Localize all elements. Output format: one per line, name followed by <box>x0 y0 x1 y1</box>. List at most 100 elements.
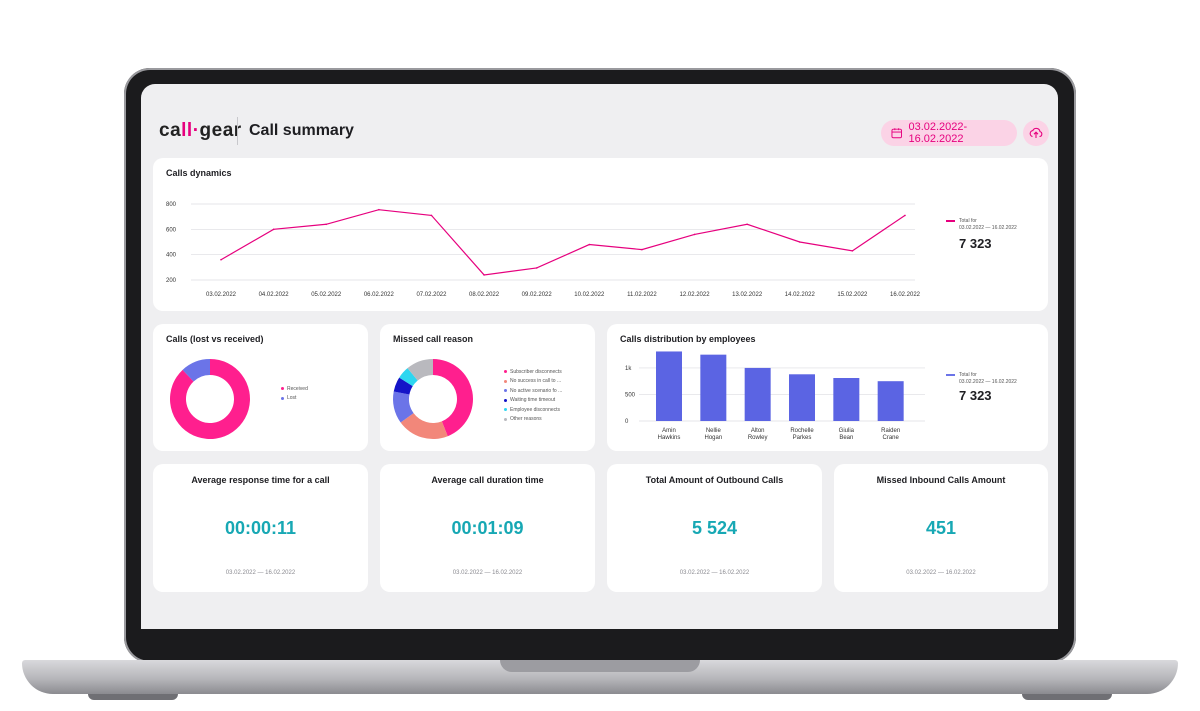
x-tick-label: 10.02.2022 <box>574 292 605 298</box>
x-tick-label: Rowley <box>748 435 768 441</box>
legend-item[interactable]: Waiting time timeout <box>504 396 562 406</box>
x-tick-label: 14.02.2022 <box>785 292 816 298</box>
legend-dot <box>504 379 507 383</box>
donut-slice[interactable] <box>393 377 413 395</box>
data-point <box>483 274 485 276</box>
donut-slice[interactable] <box>182 359 210 382</box>
header-divider <box>237 117 238 145</box>
bar[interactable] <box>700 354 727 421</box>
legend-item[interactable]: Received <box>281 384 308 394</box>
y-tick-label: 800 <box>166 202 177 208</box>
legend-item[interactable]: Lost <box>281 394 308 404</box>
kpi-title: Average call duration time <box>431 475 544 485</box>
y-tick-label: 200 <box>166 278 177 284</box>
cloud-upload-icon <box>1029 127 1043 138</box>
y-tick-label: 0 <box>625 419 629 425</box>
kpi-date: 03.02.2022 — 16.02.2022 <box>452 570 523 576</box>
legend-label: Total for <box>959 218 977 224</box>
data-point <box>378 208 380 211</box>
legend-label: Lost <box>287 395 297 402</box>
missed-call-reason-card: Missed call reason Subscriber disconnect… <box>380 324 595 451</box>
data-point <box>798 241 801 243</box>
calls-lost-received-card: Calls (lost vs received) Received Lost <box>153 324 368 451</box>
legend-item[interactable]: No success in call to ... <box>504 377 562 387</box>
upload-button[interactable] <box>1023 120 1049 146</box>
x-tick-label: Hawkins <box>658 435 681 441</box>
y-tick-label: 400 <box>166 253 177 259</box>
legend-item[interactable]: No active scenario fo ... <box>504 386 562 396</box>
data-point <box>220 258 222 261</box>
data-point <box>272 228 275 231</box>
card-title: Calls (lost vs received) <box>166 334 264 344</box>
kpi-card: Missed Inbound Calls Amount 451 03.02.20… <box>834 464 1048 592</box>
x-tick-label: 12.02.2022 <box>680 292 711 298</box>
kpi-date: 03.02.2022 — 16.02.2022 <box>225 570 296 576</box>
legend-dot <box>281 396 284 400</box>
kpi-card: Average response time for a call 00:00:1… <box>153 464 368 592</box>
donut-slice[interactable] <box>393 391 414 423</box>
x-tick-label: 07.02.2022 <box>416 292 447 298</box>
kpi-value: 5 524 <box>691 518 738 538</box>
callgear-logo[interactable]: call·gear <box>159 120 242 142</box>
data-point <box>693 233 696 236</box>
x-tick-label: Parkes <box>793 435 812 441</box>
x-tick-label: Bean <box>839 435 853 441</box>
donut-slice[interactable] <box>399 368 418 387</box>
missed-reason-donut <box>393 359 473 439</box>
calls-dynamics-chart: 800 600 400 200 03.02.2022 04.02.2022 05.02.20… <box>166 202 921 298</box>
bar[interactable] <box>744 367 771 421</box>
legend-range: 03.02.2022 — 16.02.2022 <box>959 379 1017 385</box>
x-tick-label: 06.02.2022 <box>364 292 395 298</box>
bar[interactable] <box>833 378 860 421</box>
kpi-card: Average call duration time 00:01:09 03.0… <box>380 464 595 592</box>
legend-dot <box>504 370 507 374</box>
donut-slice[interactable] <box>400 413 448 439</box>
bar[interactable] <box>656 351 682 421</box>
legend-label: Waiting time timeout <box>510 397 556 404</box>
legend-swatch <box>946 219 955 222</box>
donut-legend: Received Lost <box>281 384 308 403</box>
legend-item[interactable]: Subscriber disconnects <box>504 367 562 377</box>
x-tick-label: Crane <box>882 435 899 441</box>
donut-slice[interactable] <box>407 359 433 381</box>
legend-item[interactable]: Other reasons <box>504 415 562 425</box>
legend-dot <box>504 398 507 402</box>
kpi-title: Total Amount of Outbound Calls <box>645 475 784 485</box>
legend-dot <box>504 408 507 412</box>
legend-label: No active scenario fo ... <box>510 387 563 394</box>
x-tick-label: 11.02.2022 <box>627 292 657 298</box>
kpi-date: 03.02.2022 — 16.02.2022 <box>906 570 976 576</box>
legend-item[interactable]: Employee disconnects <box>504 405 562 415</box>
data-point <box>430 214 433 217</box>
data-point <box>641 248 643 251</box>
data-point <box>746 223 748 226</box>
legend-range: 03.02.2022 — 16.02.2022 <box>959 225 1017 231</box>
x-tick-label: 03.02.2022 <box>206 292 237 298</box>
logo-mark: ll· <box>181 120 200 141</box>
y-tick-label: 500 <box>625 392 636 398</box>
legend-label: Employee disconnects <box>510 406 561 413</box>
date-range-picker[interactable]: 03.02.2022-16.02.2022 <box>881 120 1017 146</box>
kpi-value: 00:01:09 <box>451 518 524 538</box>
legend-label: Subscriber disconnects <box>510 368 562 375</box>
logo-text: ca <box>159 120 182 141</box>
card-title: Calls distribution by employees <box>620 334 756 344</box>
legend-label: Other reasons <box>510 416 542 423</box>
x-tick-label: 13.02.2022 <box>732 292 763 298</box>
kpi-card: Total Amount of Outbound Calls 5 524 03.… <box>607 464 822 592</box>
calls-dynamics-card: Calls dynamics 800 600 400 200 03.02.2022 04.… <box>153 158 1048 311</box>
card-title: Calls dynamics <box>166 168 232 178</box>
calendar-icon <box>891 128 902 139</box>
bar[interactable] <box>789 374 815 421</box>
x-tick-label: Amin <box>662 428 676 434</box>
bar[interactable] <box>877 381 904 421</box>
date-range-label: 03.02.2022-16.02.2022 <box>908 121 968 145</box>
legend-label: No success in call to ... <box>510 378 562 385</box>
donut-slice[interactable] <box>433 359 473 437</box>
data-point <box>535 267 538 269</box>
dashboard-screen: call·gear Call summary 03.02.2022-16.02.… <box>141 84 1058 629</box>
legend-dot <box>504 389 507 393</box>
donut-slice[interactable] <box>170 359 250 439</box>
